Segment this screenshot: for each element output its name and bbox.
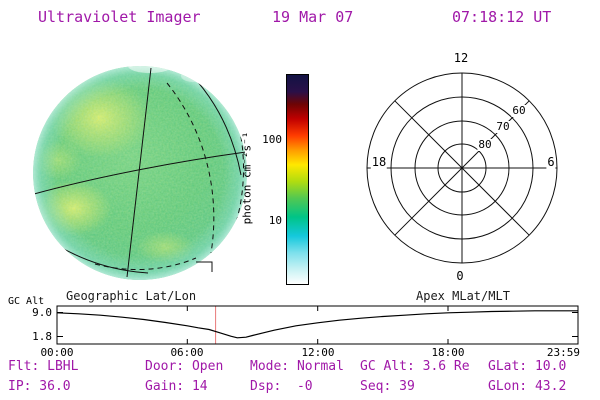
y-axis-title: GC Alt [8,296,45,307]
earth-disk-image [33,66,247,280]
header-time: 07:18:12 UT [452,8,552,26]
mlat-label-60: 60 [511,104,527,117]
x-tick-1200: 12:00 [301,346,335,359]
app-title: Ultraviolet Imager [38,8,201,26]
polar-caption: Apex MLat/MLT [416,289,510,303]
x-axis-ticks [56,306,579,344]
mlat-label-70: 70 [495,120,511,133]
status-seq: Seq: 39 [360,379,415,394]
status-mode: Mode: Normal [250,359,344,374]
x-tick-1800: 18:00 [431,346,465,359]
colorbar-unit-label: photon cm⁻²s⁻¹ [240,131,254,225]
mlat-label-80: 80 [477,138,493,151]
y-axis-ticks [57,312,578,337]
colorbar [286,74,309,285]
mlt-label-6: 6 [546,155,556,169]
status-flt: Flt: LBHL [8,359,79,374]
strip-chart [56,305,579,345]
gc-alt-curve [56,310,578,339]
x-tick-0600: 06:00 [170,346,204,359]
status-ip: IP: 36.0 [8,379,71,394]
mlt-label-0: 0 [456,269,464,283]
status-gc-alt: GC Alt: 3.6 Re [360,359,470,374]
disk-coast-mark [196,261,213,272]
y-tick-1-8: 1.8 [32,330,52,343]
polar-grid [366,72,558,264]
status-dsp: Dsp: -0 [250,379,313,394]
x-tick-2359: 23:59 [546,346,580,359]
status-gain: Gain: 14 [145,379,208,394]
status-door: Door: Open [145,359,224,374]
status-glat: GLat: 10.0 [488,359,567,374]
status-glon: GLon: 43.2 [488,379,567,394]
mlt-label-12: 12 [453,51,469,65]
header-date: 19 Mar 07 [272,8,354,26]
colorbar-tick-100: 100 [262,133,282,146]
colorbar-tick-10: 10 [268,214,282,227]
y-tick-9-0: 9.0 [32,306,52,319]
x-tick-0000: 00:00 [40,346,74,359]
mlt-label-18: 18 [370,155,388,169]
disk-caption: Geographic Lat/Lon [66,289,197,303]
